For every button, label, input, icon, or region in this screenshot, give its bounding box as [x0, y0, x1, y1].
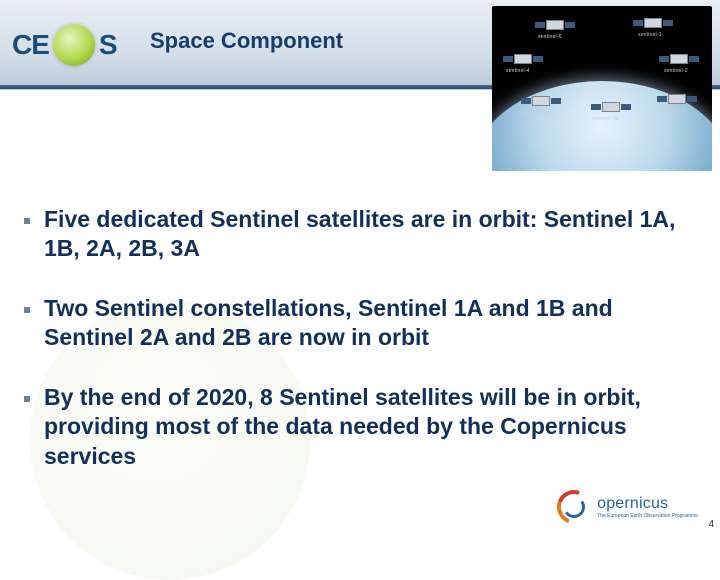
bullet-item: Two Sentinel constellations, Sentinel 1A… [24, 294, 690, 353]
bullet-list: Five dedicated Sentinel satellites are i… [24, 205, 690, 501]
satellite-icon [602, 102, 620, 112]
copernicus-name: opernicus [597, 496, 698, 512]
satellite-graphic: sentinel-6 sentinel-1 sentinel-4 sentine… [492, 6, 712, 171]
satellite-icon [644, 18, 662, 28]
bullet-text: Five dedicated Sentinel satellites are i… [44, 205, 690, 264]
bullet-text: Two Sentinel constellations, Sentinel 1A… [44, 294, 690, 353]
sat-label: sentinel-3 [662, 108, 686, 114]
satellite-icon [670, 54, 688, 64]
sat-label: sentinel-5/5p [520, 110, 551, 116]
sat-label: sentinel-3p [592, 116, 619, 122]
copernicus-logo: opernicus The European Earth Observation… [557, 490, 698, 524]
bullet-item: Five dedicated Sentinel satellites are i… [24, 205, 690, 264]
satellite-icon [668, 94, 686, 104]
copernicus-swirl-icon [557, 490, 591, 524]
bullet-dot-icon [24, 307, 30, 313]
sat-label: sentinel-6 [538, 34, 562, 40]
sat-label: sentinel-1 [638, 32, 662, 38]
sat-label: sentinel-2 [664, 68, 688, 74]
logo-right-text: S [99, 29, 118, 61]
satellite-icon [532, 96, 550, 106]
satellite-icon [514, 54, 532, 64]
copernicus-sub: The European Earth Observation Programme [597, 514, 698, 519]
sat-label: sentinel-4 [506, 68, 530, 74]
slide-title: Space Component [150, 28, 343, 54]
bullet-text: By the end of 2020, 8 Sentinel satellite… [44, 383, 690, 471]
bullet-item: By the end of 2020, 8 Sentinel satellite… [24, 383, 690, 471]
logo-left-text: CE [12, 29, 49, 61]
logo-globe-icon [53, 24, 95, 66]
ceos-logo: CE S [12, 10, 132, 80]
bullet-dot-icon [24, 218, 30, 224]
satellite-icon [546, 20, 564, 30]
copernicus-text: opernicus The European Earth Observation… [597, 496, 698, 519]
bullet-dot-icon [24, 396, 30, 402]
page-number: 4 [708, 519, 714, 530]
